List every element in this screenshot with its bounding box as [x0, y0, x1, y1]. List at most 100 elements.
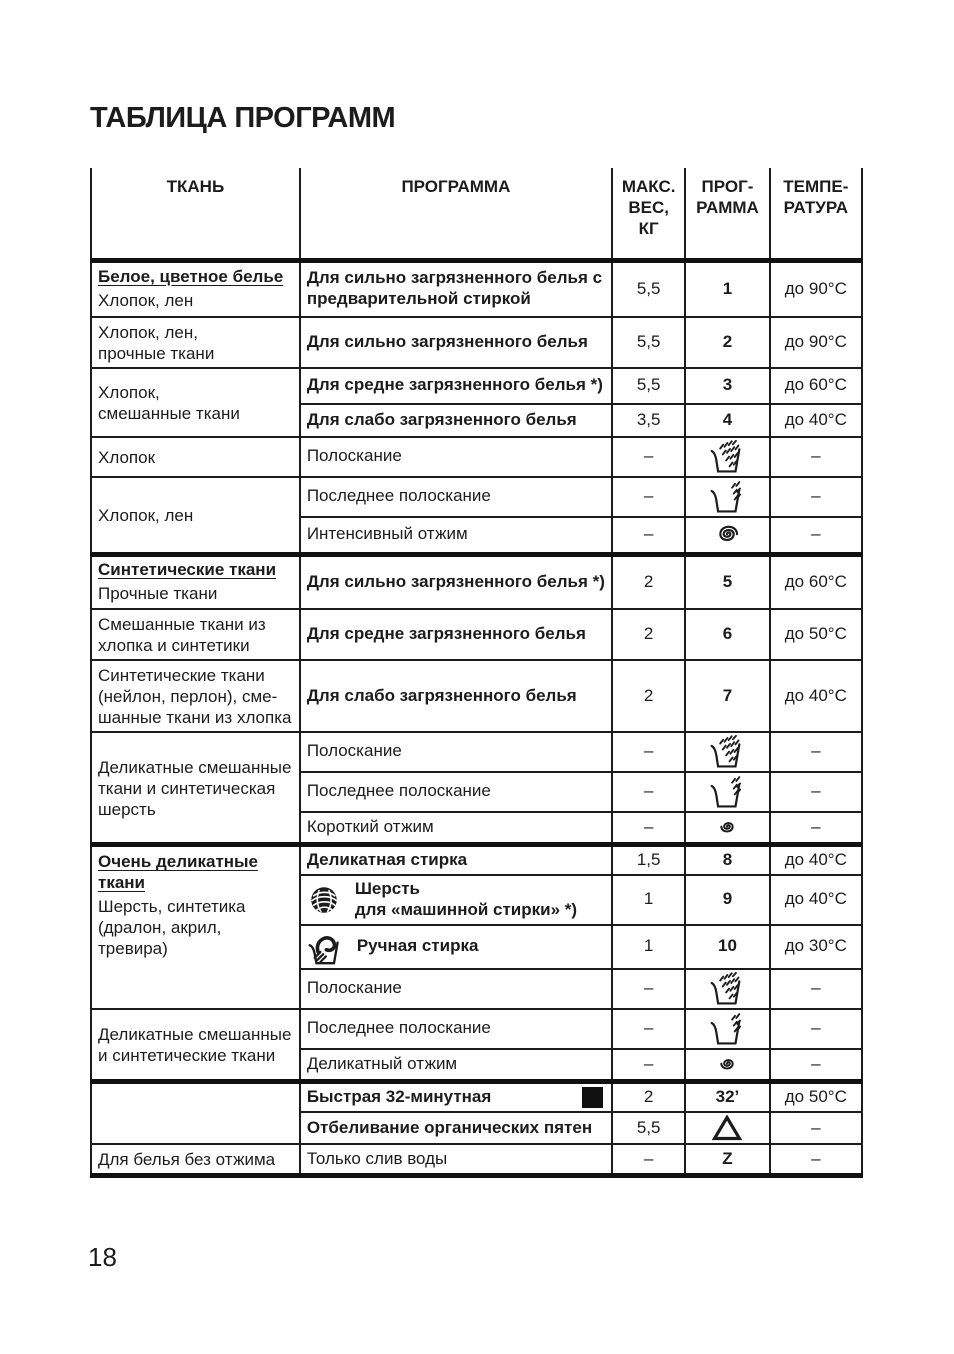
bleach-triangle-icon — [712, 1115, 743, 1141]
temperature-cell: – — [768, 1111, 864, 1146]
temperature-cell: – — [768, 435, 864, 478]
column-header-fabric: ТКАНЬ — [90, 168, 301, 263]
fabric-cell: Деликатные смешанные и синтетические тка… — [90, 1007, 301, 1083]
program-number-cell — [684, 475, 771, 518]
temperature-cell: – — [768, 1047, 864, 1083]
weight-cell: – — [611, 770, 687, 813]
weight-cell: – — [611, 730, 687, 773]
table-row: Деликатный отжим – – — [91, 1047, 864, 1083]
fabric-heading: Синтетические ткани — [98, 560, 277, 580]
column-header-temperature: ТЕМПЕ- РАТУРА — [768, 168, 864, 263]
table-row: Смешанные ткани из хлопка и синтетики Дл… — [90, 608, 864, 662]
fabric-cell: Белое, цветное белье Хлопок, лен — [90, 259, 301, 318]
fabric-heading: Белое, цветное белье — [98, 266, 284, 286]
rinse-icon — [711, 971, 741, 1005]
program-cell: Для слабо загрязненного белья — [298, 659, 614, 733]
fabric-cell: Смешанные ткани из хлопка и синтетики — [90, 608, 301, 662]
handwash-icon — [308, 936, 339, 965]
program-cell: Полоскание — [298, 435, 614, 478]
program-cell: Последнее полоскание — [298, 770, 614, 813]
program-cell: Ручная стирка — [298, 923, 614, 970]
fabric-cell-empty — [90, 1078, 301, 1146]
temperature-cell: – — [768, 1143, 864, 1179]
table-row: Шерсть для «машинной стирки» *) 1 9 до 4… — [91, 873, 864, 926]
table-row: Синтетические ткани (нейлон, перлон), см… — [90, 659, 864, 733]
program-cell: Полоскание — [298, 967, 614, 1010]
weight-cell: – — [611, 967, 687, 1010]
temperature-cell: до 30°C — [768, 923, 864, 970]
weight-cell: 1 — [611, 873, 687, 926]
program-cell: Полоскание — [298, 730, 614, 773]
program-cell: Интенсивный отжим — [298, 515, 614, 556]
program-number-cell — [684, 435, 771, 478]
program-cell: Для средне загрязненного белья — [298, 608, 614, 662]
last-rinse-icon — [711, 776, 742, 808]
table-row: Ручная стирка 1 10 до 30°C — [91, 923, 864, 970]
temperature-cell: до 40°C — [768, 873, 864, 926]
rinse-icon — [711, 439, 741, 473]
fabric-cell: Очень деликатные ткани Шерсть, синтетика… — [90, 842, 301, 1010]
program-number-cell — [684, 1047, 771, 1083]
weight-cell: – — [611, 475, 687, 518]
temperature-cell: – — [768, 730, 864, 773]
table-row: Быстрая 32-минутная 2 32’ до 50°C — [90, 1078, 864, 1146]
program-label: Быстрая 32-минутная — [306, 1087, 492, 1107]
column-header-program-number: ПРОГ- РАММА — [684, 168, 771, 263]
fabric-text: Деликатные смешанные и синтетические тка… — [98, 1024, 292, 1065]
program-cell: Последнее полоскание — [298, 1007, 614, 1050]
program-cell: Для сильно загрязненного белья *) — [298, 551, 614, 611]
program-cell: Шерсть для «машинной стирки» *) — [298, 873, 614, 926]
program-number-cell — [684, 515, 771, 556]
table-header-row: ТКАНЬ ПРОГРАММА МАКС. ВЕС, КГ ПРОГ- РАММ… — [90, 168, 864, 263]
temperature-cell: до 40°C — [768, 402, 864, 438]
table-row: Для слабо загрязненного белья 3,5 4 до 4… — [91, 402, 864, 438]
program-number-cell: 3 — [684, 366, 771, 405]
fabric-heading: Очень деликатные ткани — [98, 852, 259, 893]
temperature-cell: до 50°C — [768, 608, 864, 662]
weight-cell: 5,5 — [611, 316, 687, 369]
fabric-text: Хлопок — [98, 447, 156, 467]
program-cell: Короткий отжим — [298, 810, 614, 846]
temperature-cell: – — [768, 810, 864, 846]
wool-icon — [311, 887, 338, 913]
fabric-cell: Хлопок, лен — [90, 475, 301, 556]
weight-cell: – — [611, 810, 687, 846]
black-square-icon — [582, 1087, 604, 1109]
program-cell: Отбеливание органических пятен — [298, 1111, 614, 1146]
weight-cell: – — [611, 435, 687, 478]
fabric-cell: Синтетические ткани (нейлон, перлон), см… — [90, 659, 301, 733]
program-cell: Только слив воды — [298, 1143, 614, 1179]
temperature-cell: до 60°C — [768, 366, 864, 405]
program-number-cell: 8 — [684, 842, 771, 876]
weight-cell: – — [611, 1047, 687, 1083]
table-row: Деликатные смешанные ткани и синтетическ… — [90, 730, 864, 846]
table-row: Для белья без отжима Только слив воды – … — [90, 1143, 864, 1179]
weight-cell: 1,5 — [611, 842, 687, 876]
column-header-program: ПРОГРАММА — [298, 168, 614, 263]
table-row: Очень деликатные ткани Шерсть, синтетика… — [90, 842, 864, 1010]
table-row: Короткий отжим – – — [91, 810, 864, 846]
program-number-cell: 10 — [684, 923, 771, 970]
fabric-text: Хлопок, лен, прочные ткани — [98, 323, 215, 363]
table-row: Хлопок Полоскание – – — [90, 435, 864, 478]
table-row: Хлопок, смешанные ткани Для средне загря… — [90, 366, 864, 438]
weight-cell: 5,5 — [611, 259, 687, 318]
table-row: Отбеливание органических пятен 5,5 – — [91, 1111, 864, 1146]
weight-cell: 2 — [611, 659, 687, 733]
program-number-cell — [684, 730, 771, 773]
fabric-cell: Для белья без отжима — [90, 1143, 301, 1179]
table-row: Хлопок, лен Последнее полоскание – – — [90, 475, 864, 556]
temperature-cell: – — [768, 967, 864, 1010]
program-cell: Для средне загрязненного белья *) — [298, 366, 614, 405]
program-number-cell — [684, 967, 771, 1010]
temperature-cell: – — [768, 1007, 864, 1050]
table-row: Хлопок, лен, прочные ткани Для сильно за… — [90, 316, 864, 369]
program-cell: Последнее полоскание — [298, 475, 614, 518]
temperature-cell: до 50°C — [768, 1078, 864, 1114]
fabric-cell: Хлопок, лен, прочные ткани — [90, 316, 301, 369]
table-row: Интенсивный отжим – – — [91, 515, 864, 556]
fabric-text: Для белья без отжима — [98, 1150, 276, 1170]
fabric-text: Синтетические ткани (нейлон, перлон), см… — [98, 666, 292, 727]
temperature-cell: – — [768, 770, 864, 813]
